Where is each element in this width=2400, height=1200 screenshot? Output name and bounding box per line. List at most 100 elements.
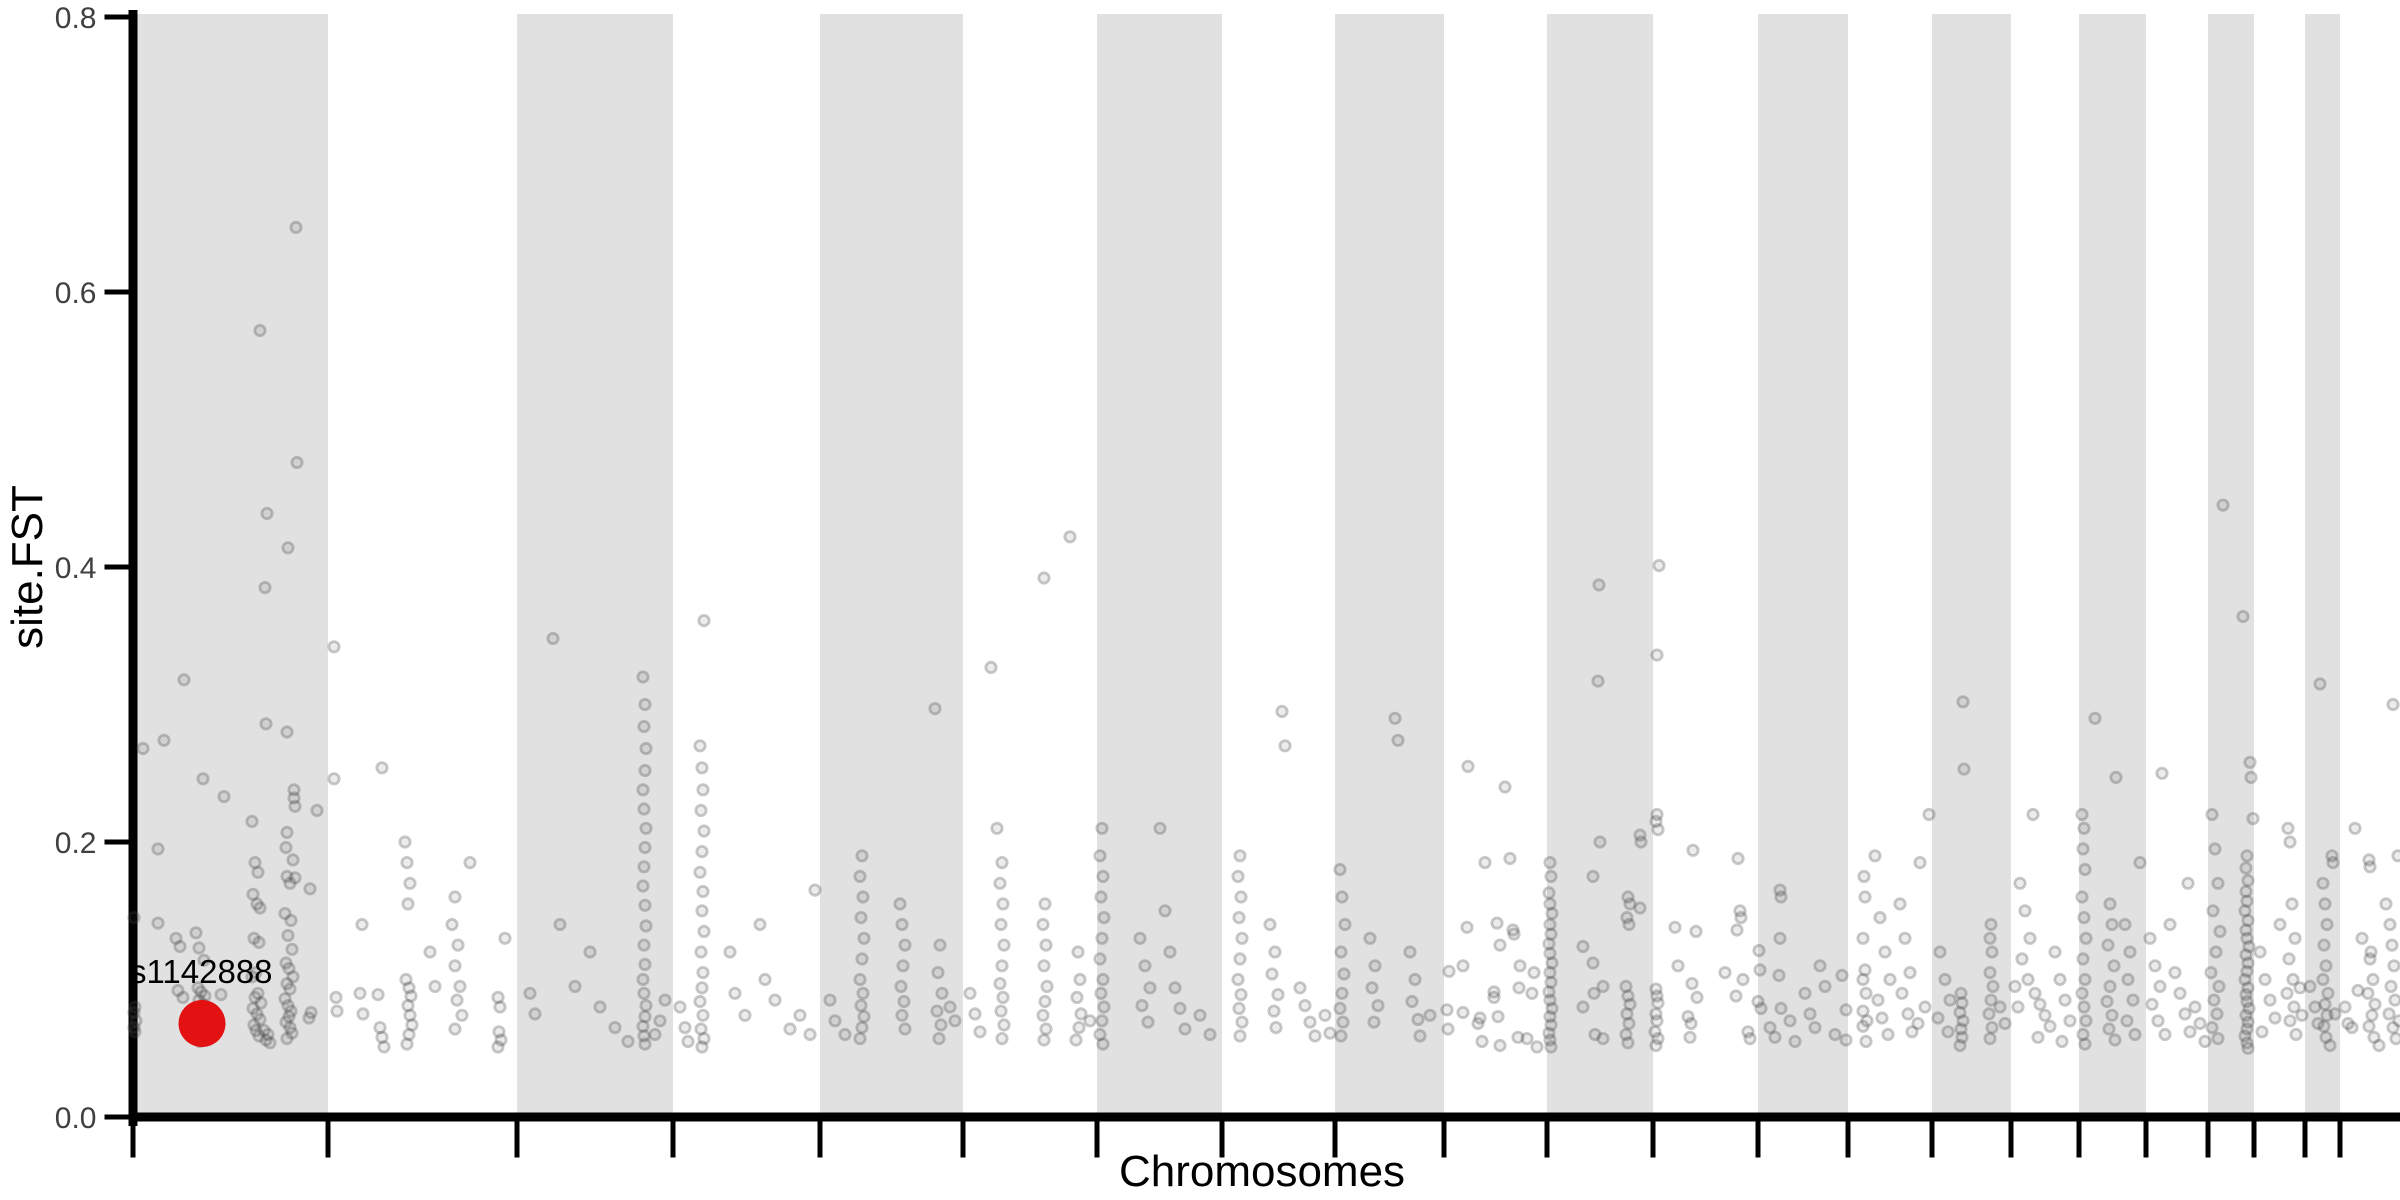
data-point bbox=[1652, 558, 1666, 573]
data-point bbox=[280, 825, 294, 840]
data-point bbox=[249, 1023, 263, 1038]
x-tick-mark bbox=[1929, 1121, 1935, 1158]
data-point bbox=[932, 1032, 946, 1046]
data-point bbox=[2244, 770, 2258, 785]
data-point bbox=[2075, 890, 2089, 904]
data-point bbox=[1093, 849, 1107, 863]
data-point bbox=[1543, 946, 1557, 961]
chromosome-band bbox=[1547, 14, 1653, 1117]
data-point bbox=[1335, 890, 1349, 904]
data-point bbox=[136, 741, 150, 756]
data-point bbox=[1232, 910, 1246, 925]
data-point bbox=[284, 1004, 298, 1018]
data-point bbox=[1623, 997, 1637, 1011]
data-point bbox=[1507, 927, 1521, 941]
data-point bbox=[1233, 952, 1247, 966]
data-point bbox=[286, 853, 300, 867]
data-point bbox=[2103, 979, 2117, 994]
data-point bbox=[2363, 952, 2377, 966]
data-point bbox=[1095, 931, 1109, 945]
x-tick-mark bbox=[130, 1121, 136, 1158]
data-point bbox=[621, 1034, 635, 1049]
chromosome-band bbox=[1097, 14, 1222, 1117]
data-point bbox=[169, 931, 183, 945]
data-point bbox=[2079, 1014, 2093, 1028]
data-point bbox=[1685, 976, 1699, 991]
data-point bbox=[1456, 1005, 1470, 1020]
y-tick-label: 0.2 bbox=[55, 827, 97, 860]
data-point bbox=[283, 876, 297, 890]
data-point bbox=[1619, 979, 1633, 994]
y-tick-mark bbox=[104, 564, 129, 570]
data-point bbox=[803, 1027, 817, 1042]
data-point bbox=[1141, 1015, 1155, 1029]
data-point bbox=[1718, 965, 1732, 980]
y-tick-mark bbox=[104, 289, 129, 295]
data-point bbox=[2238, 1029, 2252, 1043]
data-point bbox=[753, 917, 767, 932]
data-point bbox=[2281, 821, 2295, 835]
data-point bbox=[2286, 972, 2300, 987]
data-point bbox=[2076, 842, 2090, 856]
data-point bbox=[1074, 1007, 1088, 1021]
data-point bbox=[282, 961, 296, 976]
data-point bbox=[2287, 1000, 2301, 1014]
data-point bbox=[2382, 1007, 2396, 1021]
data-point bbox=[428, 979, 442, 994]
data-point bbox=[491, 990, 505, 1005]
data-point bbox=[2151, 1014, 2165, 1028]
data-point bbox=[697, 1032, 711, 1046]
data-point bbox=[568, 979, 582, 994]
data-point bbox=[2293, 981, 2307, 995]
data-point bbox=[2240, 894, 2254, 908]
data-point bbox=[1193, 1008, 1207, 1022]
data-point bbox=[2207, 993, 2221, 1007]
data-point bbox=[2120, 1014, 2134, 1028]
scatter-points bbox=[127, 220, 2400, 1055]
data-point bbox=[693, 994, 707, 1009]
data-point bbox=[2043, 1019, 2057, 1033]
data-point bbox=[994, 917, 1008, 932]
data-point bbox=[1072, 1020, 1086, 1035]
data-point bbox=[1413, 1029, 1427, 1043]
data-point bbox=[400, 855, 414, 870]
data-point bbox=[1073, 972, 1087, 987]
data-point bbox=[1039, 938, 1053, 952]
data-point bbox=[638, 840, 652, 855]
data-point bbox=[1487, 985, 1501, 999]
data-point bbox=[639, 998, 653, 1013]
data-point bbox=[2075, 807, 2089, 822]
data-point bbox=[1650, 807, 1664, 822]
data-point bbox=[176, 990, 190, 1005]
data-point bbox=[695, 1040, 709, 1054]
data-point bbox=[1545, 956, 1559, 970]
data-point bbox=[2361, 986, 2375, 1000]
data-point bbox=[853, 972, 867, 987]
data-point bbox=[935, 986, 949, 1000]
data-point bbox=[1955, 996, 1969, 1010]
data-point bbox=[2363, 860, 2377, 874]
data-point bbox=[1808, 1020, 1822, 1035]
data-point bbox=[638, 697, 652, 712]
data-point bbox=[2289, 1027, 2303, 1042]
y-tick-label: 0.4 bbox=[55, 552, 97, 585]
data-point bbox=[1178, 1022, 1192, 1036]
x-axis-title: Chromosomes bbox=[1119, 1147, 1405, 1196]
data-point bbox=[2328, 1007, 2342, 1021]
data-point bbox=[1293, 981, 1307, 995]
data-point bbox=[2077, 910, 2091, 925]
data-point bbox=[2362, 853, 2376, 867]
data-point bbox=[2103, 897, 2117, 911]
data-point bbox=[1576, 939, 1590, 954]
x-tick-mark bbox=[1755, 1121, 1761, 1158]
data-point bbox=[1267, 1004, 1281, 1018]
data-point bbox=[302, 1011, 316, 1025]
data-point bbox=[637, 860, 651, 874]
data-point bbox=[280, 1032, 294, 1046]
data-point bbox=[1621, 890, 1635, 904]
data-point bbox=[377, 1040, 391, 1054]
data-point bbox=[214, 987, 228, 1002]
data-point bbox=[2240, 1036, 2254, 1050]
data-point bbox=[696, 965, 710, 980]
data-point bbox=[1857, 869, 1871, 884]
